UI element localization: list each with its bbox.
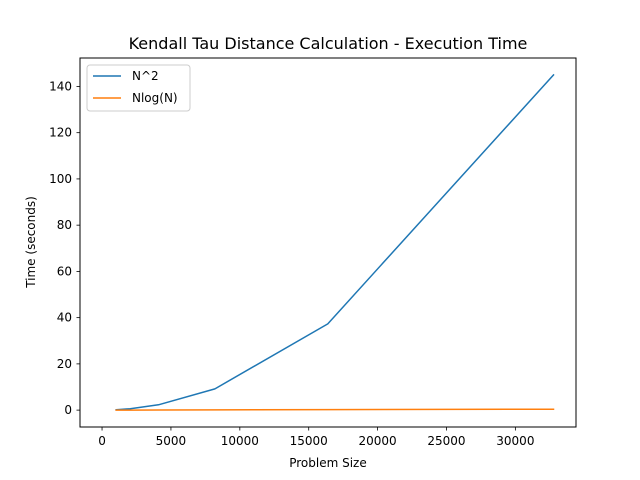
y-tick-label: 140 (49, 79, 72, 93)
y-axis-label: Time (seconds) (24, 196, 38, 289)
y-tick-label: 120 (49, 126, 72, 140)
x-tick-label: 20000 (359, 434, 397, 448)
y-tick-label: 20 (57, 357, 72, 371)
x-axis-label: Problem Size (289, 456, 367, 470)
legend-label-n-squared: N^2 (132, 69, 159, 83)
x-tick-label: 25000 (427, 434, 465, 448)
legend: N^2 Nlog(N) (86, 64, 191, 112)
chart-title: Kendall Tau Distance Calculation - Execu… (129, 34, 528, 53)
y-tick-label: 80 (57, 218, 72, 232)
x-axis: 0 5000 10000 15000 20000 25000 30000 (98, 427, 534, 448)
y-tick-label: 60 (57, 264, 72, 278)
x-tick-label: 0 (98, 434, 106, 448)
x-tick-label: 5000 (156, 434, 187, 448)
y-axis: 0 20 40 60 80 100 120 140 (49, 79, 80, 417)
plot-area (115, 73, 555, 411)
axes-frame (79, 57, 577, 428)
x-tick-label: 10000 (221, 434, 259, 448)
series-line-nlog-n (115, 408, 555, 411)
y-tick-label: 0 (64, 403, 72, 417)
y-tick-label: 40 (57, 311, 72, 325)
series-line-n-2 (115, 73, 555, 411)
legend-label-nlogn: Nlog(N) (132, 91, 178, 105)
x-tick-label: 30000 (496, 434, 534, 448)
x-tick-label: 15000 (290, 434, 328, 448)
y-tick-label: 100 (49, 172, 72, 186)
